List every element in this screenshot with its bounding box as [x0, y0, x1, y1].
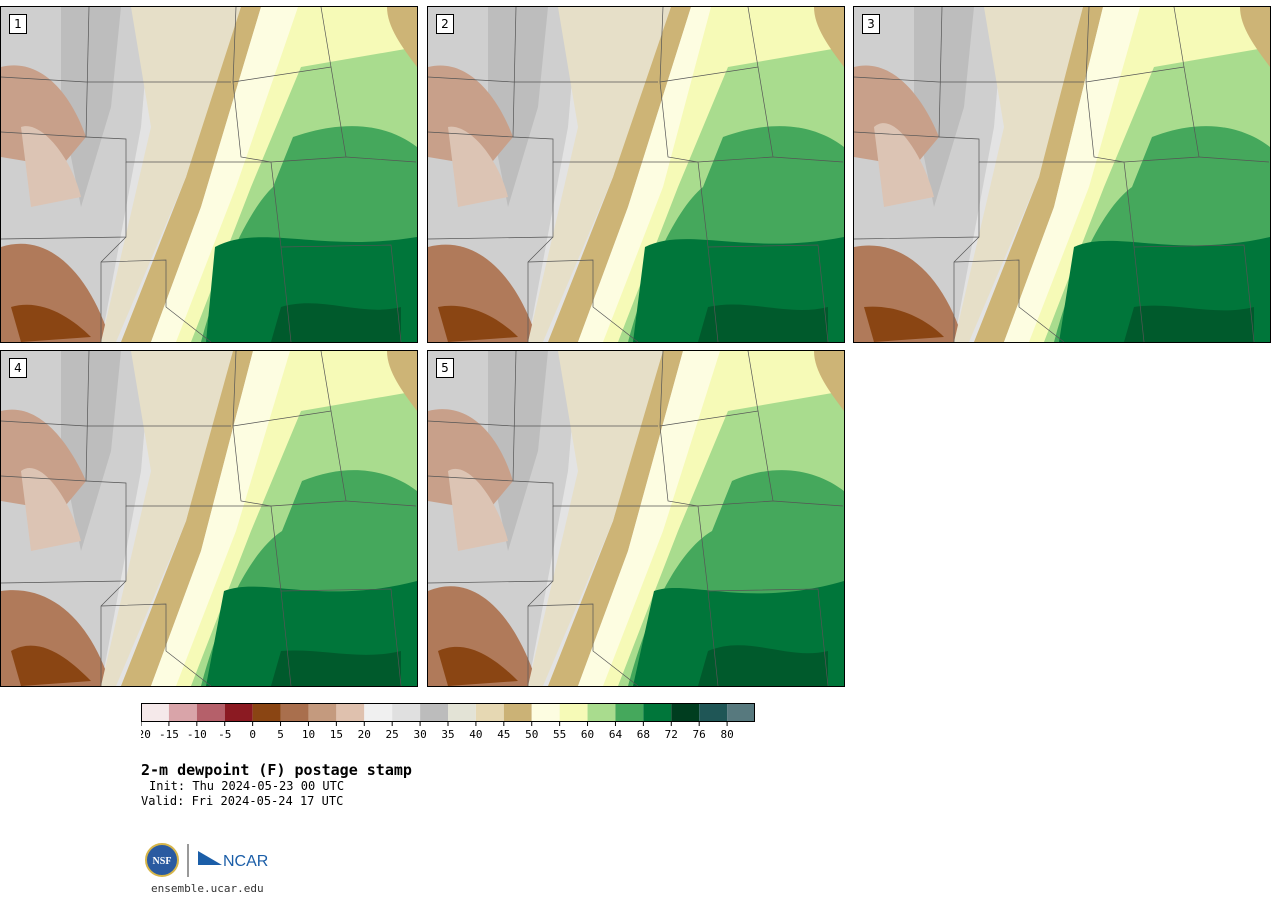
colorbar-swatch	[503, 703, 532, 722]
nsf-logo-icon	[145, 843, 179, 877]
colorbar-swatch	[699, 703, 728, 722]
colorbar-swatch	[224, 703, 253, 722]
member-number-label: 2	[436, 14, 454, 34]
colorbar-swatch	[531, 703, 560, 722]
colorbar-tick-label: 25	[386, 728, 399, 741]
colorbar-swatch	[559, 703, 588, 722]
colorbar-tick-label: -15	[159, 728, 179, 741]
colorbar-tick-label: 72	[665, 728, 678, 741]
colorbar-swatch	[587, 703, 616, 722]
colorbar-swatch	[168, 703, 197, 722]
colorbar-swatch	[727, 703, 755, 722]
colorbar-swatch	[196, 703, 225, 722]
colorbar-tick-label: 10	[302, 728, 315, 741]
nsf-logo-text: NSF	[153, 856, 172, 867]
valid-time: Valid: Fri 2024-05-24 17 UTC	[141, 794, 344, 808]
dewpoint-map	[854, 7, 1270, 342]
colorbar-tick-label: -5	[218, 728, 231, 741]
figure-title: 2-m dewpoint (F) postage stamp	[141, 761, 412, 779]
colorbar-swatch	[671, 703, 700, 722]
member-number-label: 1	[9, 14, 27, 34]
dewpoint-map	[428, 351, 844, 686]
colorbar-swatch	[364, 703, 393, 722]
ncar-logo-icon	[198, 851, 222, 865]
colorbar-tick-label: 64	[609, 728, 623, 741]
colorbar-swatch	[336, 703, 365, 722]
colorbar-swatch	[420, 703, 448, 722]
colorbar-tick-label: 30	[413, 728, 426, 741]
colorbar-tick-label: 76	[693, 728, 706, 741]
ensemble-member-panel: 2	[427, 6, 845, 343]
colorbar-tick-label: 45	[497, 728, 510, 741]
ensemble-member-panel: 5	[427, 350, 845, 687]
colorbar-swatch	[308, 703, 337, 722]
ncar-logo-text: NCAR	[223, 853, 268, 870]
init-time: Init: Thu 2024-05-23 00 UTC	[149, 779, 345, 793]
ensemble-member-panel: 4	[0, 350, 418, 687]
colorbar-tick-label: 50	[525, 728, 538, 741]
colorbar-tick-label: 40	[469, 728, 482, 741]
dewpoint-map	[428, 7, 844, 342]
nsf-ncar-logos: NSF NCAR	[145, 843, 268, 877]
member-number-label: 4	[9, 358, 27, 378]
member-number-label: 3	[862, 14, 880, 34]
colorbar-swatch	[280, 703, 309, 722]
colorbar-tick-label: 0	[249, 728, 256, 741]
colorbar-tick-label: 5	[277, 728, 284, 741]
colorbar-tick-label: 68	[637, 728, 650, 741]
colorbar-tick-label: -10	[187, 728, 207, 741]
member-number-label: 5	[436, 358, 454, 378]
colorbar-swatch	[475, 703, 504, 722]
colorbar-tick-label: 35	[441, 728, 454, 741]
ensemble-member-panel: 3	[853, 6, 1271, 343]
colorbar-tick-label: 20	[358, 728, 371, 741]
colorbar-swatch	[615, 703, 644, 722]
dewpoint-map	[1, 351, 417, 686]
dewpoint-colorbar: -20 -15 -10 -5 0 5 10 15 20 25 30 35 40 45 50 55 60 64 68 7…	[141, 703, 755, 741]
colorbar-tick-label: 80	[720, 728, 733, 741]
colorbar-tick-label: -20	[141, 728, 151, 741]
colorbar-tick-label: 15	[330, 728, 343, 741]
colorbar-swatch	[141, 703, 169, 722]
colorbar-tick-label: 60	[581, 728, 594, 741]
colorbar-swatch	[392, 703, 421, 722]
colorbar-swatch	[448, 703, 476, 722]
site-url: ensemble.ucar.edu	[151, 882, 264, 895]
ensemble-member-panel: 1	[0, 6, 418, 343]
colorbar-tick-label: 55	[553, 728, 566, 741]
colorbar-swatch	[643, 703, 672, 722]
dewpoint-map	[1, 7, 417, 342]
colorbar-swatch	[252, 703, 281, 722]
